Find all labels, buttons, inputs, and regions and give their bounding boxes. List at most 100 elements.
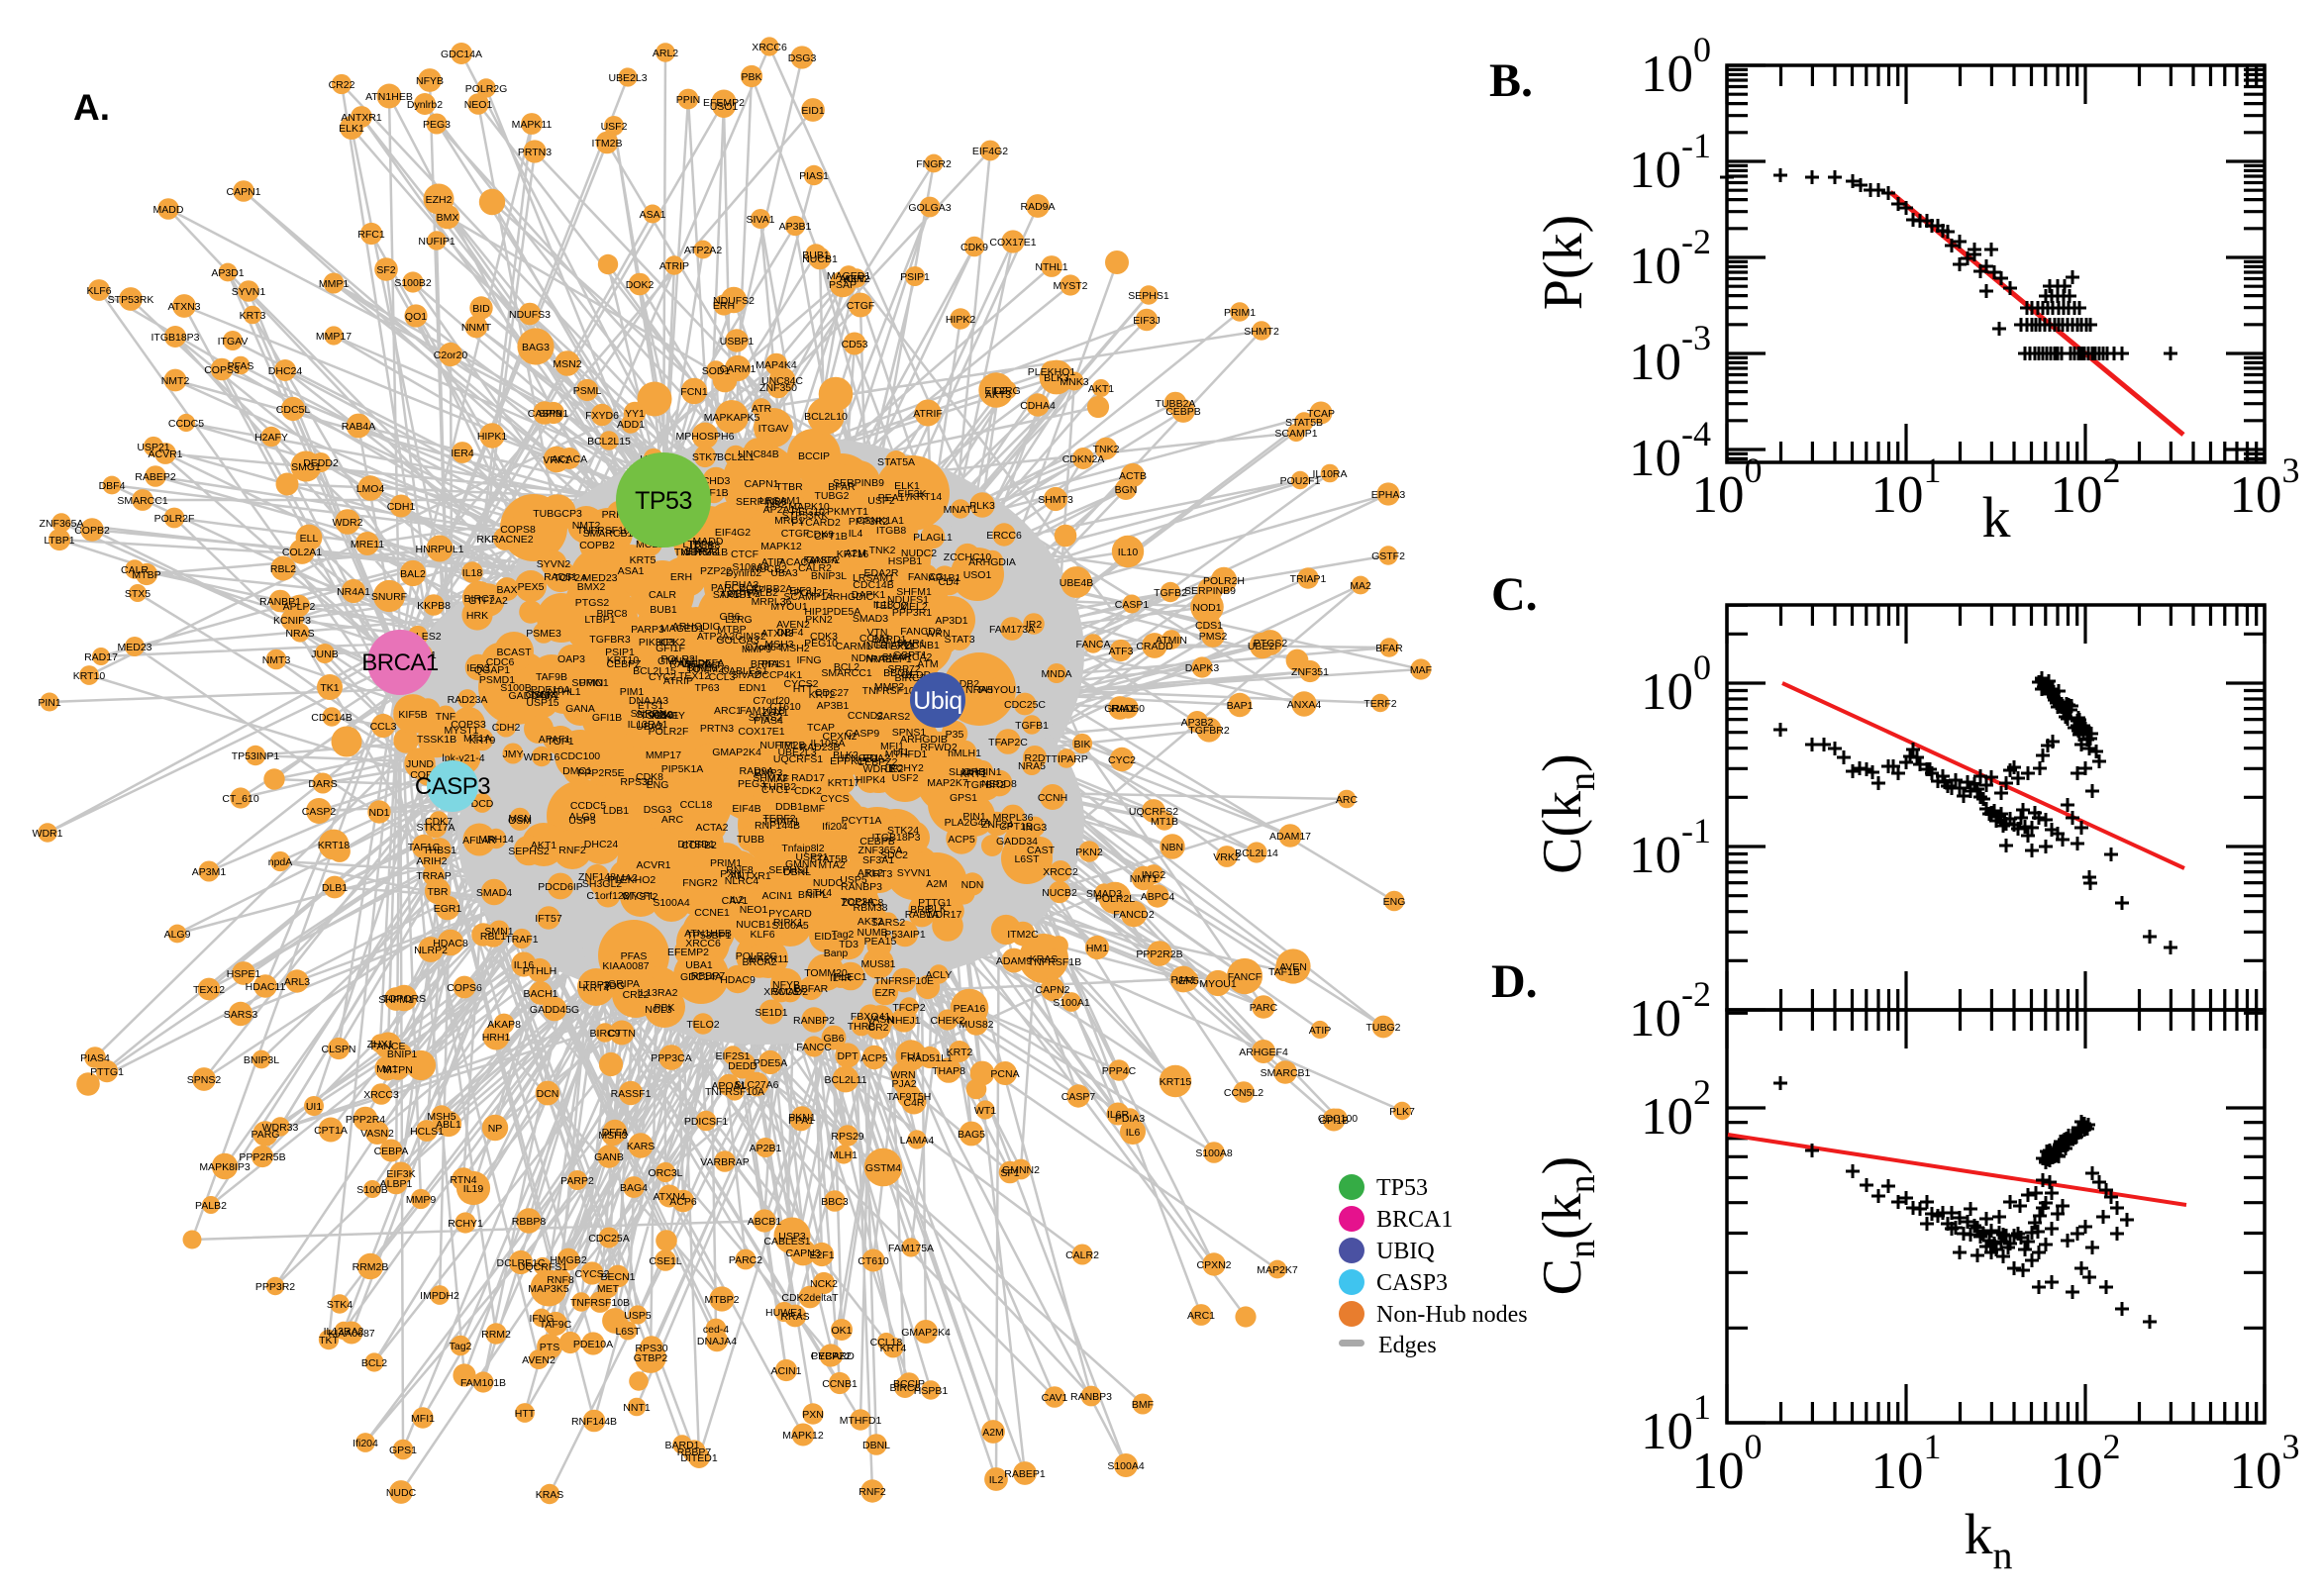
svg-text:TP53: TP53 <box>635 487 692 515</box>
svg-text:RRM2: RRM2 <box>481 1329 511 1341</box>
svg-text:RNF2: RNF2 <box>558 845 586 856</box>
svg-text:RBBP7: RBBP7 <box>677 1446 712 1458</box>
svg-text:TAF1C: TAF1C <box>408 842 441 853</box>
svg-text:VASN2: VASN2 <box>360 1128 394 1140</box>
svg-text:EPHA3: EPHA3 <box>725 579 759 591</box>
svg-text:APAF1: APAF1 <box>539 734 571 746</box>
svg-text:KRT17: KRT17 <box>828 777 860 789</box>
svg-text:MED23: MED23 <box>117 642 152 653</box>
svg-text:CCNE1: CCNE1 <box>694 907 730 919</box>
svg-text:PTHLH: PTHLH <box>523 965 556 977</box>
svg-text:RAD50: RAD50 <box>1111 703 1145 715</box>
svg-text:CDC100: CDC100 <box>560 750 600 762</box>
svg-text:DARS: DARS <box>308 778 337 790</box>
svg-text:UBE4B: UBE4B <box>1060 577 1093 589</box>
svg-text:PIP5K1A: PIP5K1A <box>661 763 704 775</box>
svg-text:SNURF: SNURF <box>371 591 407 603</box>
svg-text:UNC84B: UNC84B <box>738 449 778 460</box>
svg-text:ZNF350: ZNF350 <box>759 382 797 394</box>
svg-text:CCNH: CCNH <box>1038 792 1067 804</box>
svg-text:GFI1B: GFI1B <box>592 712 622 724</box>
svg-text:CT_610: CT_610 <box>222 793 259 805</box>
svg-text:MLH1: MLH1 <box>830 1149 858 1161</box>
svg-text:BCL2: BCL2 <box>361 1357 387 1369</box>
svg-text:PEG10: PEG10 <box>791 506 825 518</box>
svg-text:NUFIP1: NUFIP1 <box>418 236 455 248</box>
svg-text:USP2: USP2 <box>867 495 895 507</box>
svg-text:Edges: Edges <box>1378 1333 1437 1358</box>
svg-text:CCNB1: CCNB1 <box>822 1378 858 1390</box>
svg-text:MYST2: MYST2 <box>1053 280 1087 292</box>
svg-text:EDA2: EDA2 <box>862 752 890 764</box>
svg-text:CDH1: CDH1 <box>387 501 416 513</box>
svg-text:TAF9B: TAF9B <box>536 671 567 683</box>
svg-text:KRT10: KRT10 <box>73 670 106 682</box>
svg-text:UI1: UI1 <box>306 1101 323 1113</box>
svg-text:XRCC3: XRCC3 <box>363 1089 399 1101</box>
svg-text:DITED1: DITED1 <box>677 839 715 850</box>
svg-text:ARC1: ARC1 <box>1187 1310 1215 1322</box>
svg-text:PSIP1: PSIP1 <box>900 271 930 283</box>
svg-text:SMAD4: SMAD4 <box>476 887 512 899</box>
svg-text:SF2: SF2 <box>376 264 395 276</box>
svg-text:TP63: TP63 <box>694 682 719 694</box>
svg-text:AP3B1: AP3B1 <box>817 700 850 712</box>
svg-text:PSMD1: PSMD1 <box>479 674 515 686</box>
svg-text:TBR: TBR <box>428 886 449 898</box>
svg-text:WDR16: WDR16 <box>524 751 560 763</box>
svg-text:HCLS1: HCLS1 <box>410 1126 444 1138</box>
svg-text:EFEMP2: EFEMP2 <box>703 97 745 109</box>
svg-text:Tnfaip8l2: Tnfaip8l2 <box>781 843 824 854</box>
svg-text:H2AFY: H2AFY <box>254 432 288 444</box>
svg-text:EGR1: EGR1 <box>434 903 462 915</box>
svg-text:KRT16: KRT16 <box>837 549 869 560</box>
svg-text:NUDC: NUDC <box>386 1487 417 1499</box>
svg-text:DNAJA4: DNAJA4 <box>697 1336 737 1347</box>
svg-text:EPPK1: EPPK1 <box>830 755 863 767</box>
svg-text:TDG: TDG <box>603 980 625 992</box>
svg-text:HTT: HTT <box>515 1408 536 1420</box>
svg-text:TRIAP1: TRIAP1 <box>1290 573 1327 585</box>
svg-text:PPP2R2B: PPP2R2B <box>1136 948 1182 960</box>
svg-text:FANCA: FANCA <box>1075 639 1110 650</box>
svg-text:BGN: BGN <box>1115 484 1138 496</box>
svg-text:BUB1: BUB1 <box>650 604 677 616</box>
svg-text:ASA1: ASA1 <box>618 565 645 577</box>
svg-text:DPT: DPT <box>838 1050 859 1062</box>
svg-text:ALG9: ALG9 <box>164 929 191 941</box>
svg-text:ATIP: ATIP <box>1309 1025 1332 1037</box>
svg-text:P(k): P(k) <box>1533 215 1594 310</box>
svg-text:CEBPZ: CEBPZ <box>606 658 642 670</box>
svg-text:IER5: IER5 <box>1175 975 1199 987</box>
svg-text:TNFRSF10B: TNFRSF10B <box>570 1297 630 1309</box>
svg-text:PEG3: PEG3 <box>423 119 451 131</box>
svg-text:PARC2: PARC2 <box>729 1254 762 1266</box>
svg-text:RKRACNE2: RKRACNE2 <box>476 534 533 546</box>
svg-text:IMPDH2: IMPDH2 <box>420 1290 459 1302</box>
svg-text:CDHA4: CDHA4 <box>1020 400 1056 412</box>
svg-text:PPIN: PPIN <box>676 94 701 106</box>
svg-text:PFAS: PFAS <box>228 360 254 372</box>
svg-text:JUND: JUND <box>406 758 434 770</box>
svg-text:ced-4: ced-4 <box>703 1324 729 1336</box>
svg-text:PIM1: PIM1 <box>620 686 645 698</box>
svg-text:TTBR: TTBR <box>775 481 803 493</box>
svg-text:DBF4: DBF4 <box>99 480 126 492</box>
svg-text:IL13RA2: IL13RA2 <box>324 1326 364 1338</box>
svg-text:GMAP2K4: GMAP2K4 <box>901 1327 951 1339</box>
svg-text:COX17E1: COX17E1 <box>989 237 1036 249</box>
svg-text:EZH2: EZH2 <box>426 194 453 206</box>
svg-text:FAM175A: FAM175A <box>888 1243 934 1254</box>
svg-text:HNRPUL1: HNRPUL1 <box>415 544 463 555</box>
svg-text:HIP1: HIP1 <box>804 606 828 618</box>
svg-text:CAPN3: CAPN3 <box>785 1247 820 1259</box>
svg-text:VARBRAP: VARBRAP <box>700 1156 749 1168</box>
svg-text:AP3B2: AP3B2 <box>1181 717 1214 729</box>
svg-text:TGFB2: TGFB2 <box>1154 587 1187 599</box>
svg-text:CPT1A: CPT1A <box>314 1125 348 1137</box>
svg-text:NTHL1: NTHL1 <box>1035 261 1067 273</box>
svg-text:DLB1: DLB1 <box>322 882 348 894</box>
svg-text:IFT57: IFT57 <box>535 913 562 925</box>
svg-text:CDC100: CDC100 <box>1318 1113 1358 1125</box>
svg-text:RABEP1: RABEP1 <box>1004 1468 1046 1480</box>
